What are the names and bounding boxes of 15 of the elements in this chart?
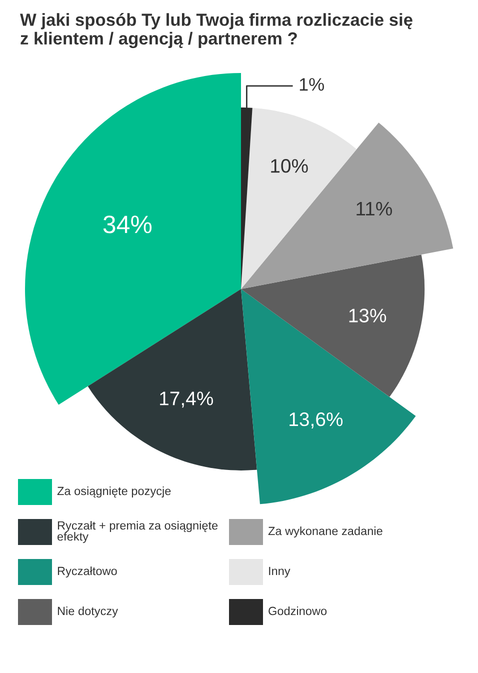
legend-label: Godzinowo xyxy=(268,606,327,616)
legend-label: Ryczałtowo xyxy=(58,566,117,578)
legend-label: Nie dotyczy xyxy=(58,606,118,618)
legend-label: Inny xyxy=(269,566,290,578)
data-label: 13,6% xyxy=(290,412,343,428)
data-label: 34% xyxy=(103,216,152,234)
data-label: 11% xyxy=(356,202,392,216)
data-label: 13% xyxy=(349,308,386,322)
chart-title: W jaki sposób Ty lub Twoja firma rozliczacie się z klientem / agencją / partnerem ? xyxy=(20,13,412,48)
legend-label: Za osiągnięte pozycje xyxy=(57,486,171,498)
data-label: 10% xyxy=(271,158,308,173)
legend-label: Za wykonane zadanie xyxy=(268,526,382,538)
data-label: 1% xyxy=(300,78,324,91)
legend-label: Ryczałt + premia za osiągnięte efekty xyxy=(58,520,218,544)
data-label: 17,4% xyxy=(160,392,214,408)
